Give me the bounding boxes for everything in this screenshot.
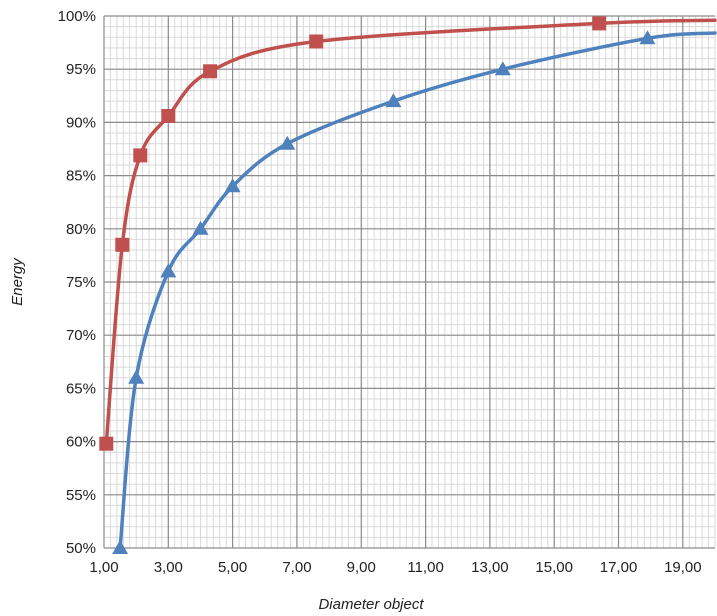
series-1-point xyxy=(115,237,130,252)
x-tick-label: 1,00 xyxy=(89,559,118,576)
x-tick-label: 5,00 xyxy=(218,559,247,576)
y-tick-label: 55% xyxy=(66,487,96,504)
x-axis-tick-labels: 1,00 3,00 5,00 7,00 9,00 11,00 13,00 15,00 17,00… xyxy=(89,559,701,576)
series-2 xyxy=(112,30,717,554)
series-1-point xyxy=(309,34,324,49)
y-tick-label: 90% xyxy=(66,114,96,131)
series-layer xyxy=(99,16,717,554)
x-axis-title: Diameter object xyxy=(318,596,424,613)
series-2-point xyxy=(494,61,511,76)
x-tick-label: 19,00 xyxy=(664,559,702,576)
series-2-point xyxy=(112,540,129,554)
series-1-point xyxy=(99,436,114,451)
y-tick-label: 100% xyxy=(58,8,96,25)
series-2-line xyxy=(118,31,717,550)
series-1-point xyxy=(161,109,176,123)
y-tick-label: 85% xyxy=(66,168,96,185)
series-2-point xyxy=(279,135,296,150)
y-tick-label: 60% xyxy=(66,434,96,451)
x-tick-label: 13,00 xyxy=(471,559,509,576)
series-2-point xyxy=(224,178,241,193)
y-tick-label: 70% xyxy=(66,327,96,344)
x-tick-label: 3,00 xyxy=(154,559,183,576)
series-2-point xyxy=(639,30,656,45)
series-1 xyxy=(99,16,717,451)
series-2-point xyxy=(160,263,177,278)
x-tick-label: 15,00 xyxy=(535,559,573,576)
x-tick-label: 17,00 xyxy=(600,559,638,576)
y-axis-title: Energy xyxy=(9,257,26,306)
x-tick-label: 7,00 xyxy=(282,559,311,576)
y-tick-label: 95% xyxy=(66,61,96,78)
series-2-point xyxy=(192,220,209,235)
series-2-point xyxy=(128,369,145,384)
y-axis-tick-labels: 50% 55% 60% 65% 70% 75% 80% 85% 90% 95% 100% xyxy=(58,8,96,557)
series-1-point xyxy=(133,148,148,163)
series-2-point xyxy=(385,93,402,108)
series-1-point xyxy=(203,64,218,79)
y-tick-label: 75% xyxy=(66,274,96,291)
major-gridlines xyxy=(103,15,715,549)
y-tick-label: 80% xyxy=(66,221,96,238)
y-tick-label: 65% xyxy=(66,380,96,397)
y-tick-label: 50% xyxy=(66,540,96,557)
x-tick-label: 9,00 xyxy=(347,559,376,576)
x-tick-label: 11,00 xyxy=(407,559,443,576)
series-1-point xyxy=(592,16,607,31)
